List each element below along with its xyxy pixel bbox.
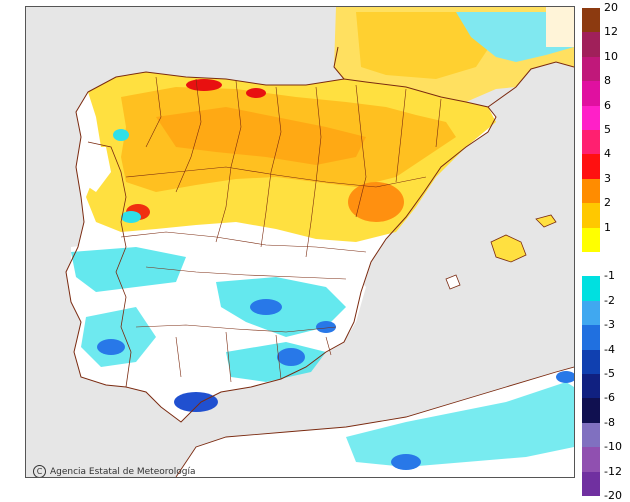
legend-label: -10	[604, 440, 622, 454]
africa-blue-2	[556, 371, 574, 383]
anomaly-legend: 20 12 10 8 6 5 4 3 2 1 -1 -2 -3 -4 -5 -6 -8 -10 -12 -20	[582, 2, 630, 502]
legend-label: 20	[604, 1, 618, 14]
france-land-cool	[456, 12, 574, 62]
legend-neutral-swatch	[582, 252, 600, 277]
map-canvas	[26, 7, 574, 477]
south-blue-2	[250, 299, 282, 315]
legend-label: -4	[604, 342, 615, 356]
legend-swatch	[582, 178, 600, 204]
galicia-cyan	[113, 129, 129, 141]
legend-label: 2	[604, 196, 611, 210]
legend-swatch	[582, 32, 600, 57]
coastline	[65, 71, 497, 423]
legend-swatch	[582, 422, 600, 448]
legend-label: -12	[604, 464, 622, 478]
south-cyan-3	[81, 307, 156, 367]
west-cyan	[121, 211, 141, 223]
agency-credit-text: Agencia Estatal de Meteorología	[50, 467, 196, 477]
legend-label: 3	[604, 171, 611, 185]
north-hot-spot-1	[186, 79, 222, 91]
south-blue-4	[174, 392, 218, 412]
legend-label: 4	[604, 147, 611, 161]
legend-label: 1	[604, 220, 611, 234]
legend-swatch	[582, 374, 600, 399]
legend-swatch	[582, 105, 600, 130]
legend-label: -5	[604, 367, 615, 380]
north-hot-spot-2	[246, 88, 266, 98]
south-blue-5	[316, 321, 336, 333]
legend-swatch	[582, 471, 600, 496]
legend-label: 10	[604, 49, 618, 63]
legend-swatch	[582, 56, 600, 82]
legend-swatch	[582, 325, 600, 350]
province-borders	[120, 76, 442, 383]
legend-swatch	[582, 154, 600, 179]
legend-swatch	[582, 130, 600, 155]
south-blue-3	[277, 348, 305, 366]
legend-swatch	[582, 81, 600, 106]
legend-swatch	[582, 227, 600, 252]
france-land-warm	[356, 12, 496, 79]
legend-swatch	[582, 8, 600, 33]
legend-label: -6	[604, 391, 615, 405]
legend-label: 5	[604, 123, 611, 136]
legend-label: -8	[604, 415, 615, 429]
agency-credit: C Agencia Estatal de Meteorología	[33, 465, 196, 477]
balearic-mallorca	[490, 234, 527, 263]
anomaly-map: C Agencia Estatal de Meteorología	[25, 6, 575, 478]
france-corner	[546, 7, 574, 47]
portugal-border	[87, 141, 132, 388]
legend-label: -2	[604, 293, 615, 307]
legend-swatch	[582, 398, 600, 423]
legend-swatch	[582, 349, 600, 374]
south-cyan-1	[71, 247, 186, 292]
galicia-cool	[81, 147, 111, 192]
legend-label: 6	[604, 98, 611, 112]
legend-swatch	[582, 447, 600, 472]
north-deep-orange	[156, 107, 366, 165]
legend-label: 8	[604, 74, 611, 88]
legend-label: 12	[604, 25, 618, 39]
africa-cyan	[346, 382, 574, 467]
balearic-menorca	[535, 214, 557, 228]
legend-swatch	[582, 203, 600, 228]
legend-swatch	[582, 300, 600, 326]
south-blue-1	[97, 339, 125, 355]
balearic-ibiza	[445, 274, 461, 290]
legend-label: -20	[604, 489, 622, 502]
africa-blue	[391, 454, 421, 470]
africa-coastline	[175, 366, 574, 477]
copyright-icon: C	[33, 465, 46, 477]
legend-swatch	[582, 276, 600, 301]
france-border	[333, 46, 574, 108]
legend-label: -3	[604, 318, 615, 332]
legend-label: -1	[604, 269, 615, 283]
